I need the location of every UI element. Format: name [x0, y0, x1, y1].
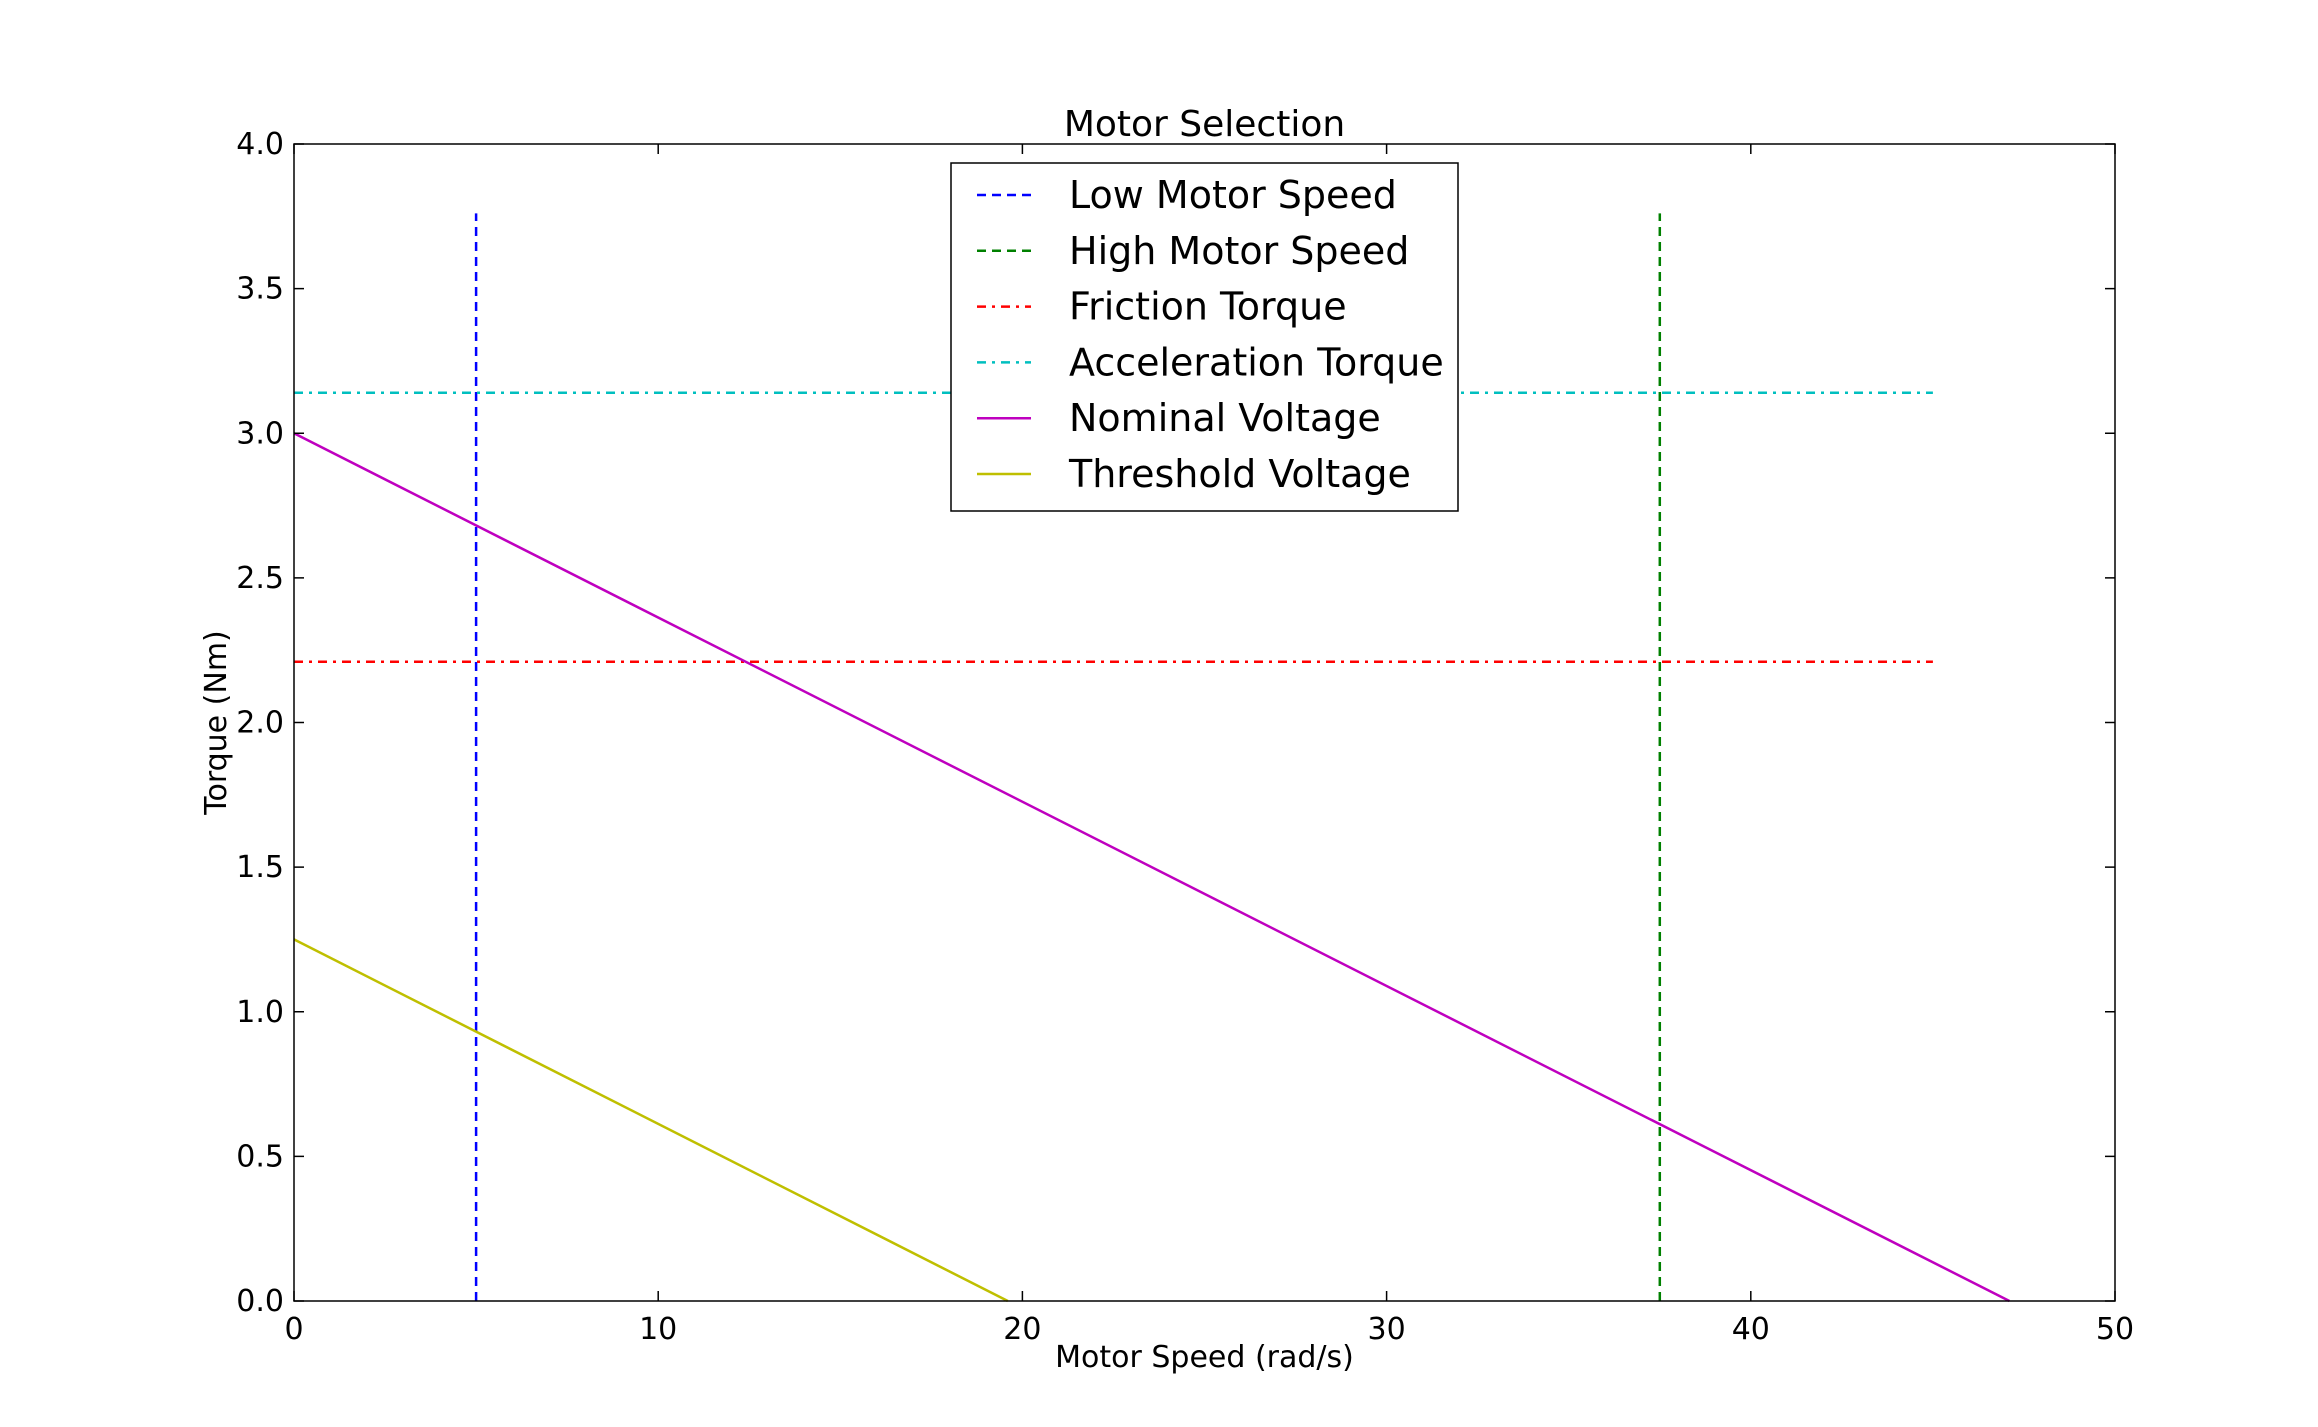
- legend-label: Low Motor Speed: [1069, 173, 1397, 217]
- y-tick-label: 3.0: [236, 416, 284, 451]
- x-tick-label: 0: [284, 1312, 303, 1347]
- series-line-5: [293, 938, 1009, 1303]
- x-tick-label: 10: [639, 1312, 677, 1347]
- x-tick-label: 50: [2096, 1312, 2134, 1347]
- y-tick-label: 1.5: [236, 850, 284, 885]
- series-line-4: [293, 432, 2010, 1303]
- legend-label: Nominal Voltage: [1069, 396, 1381, 440]
- legend-label: High Motor Speed: [1069, 229, 1409, 273]
- y-tick-label: 1.0: [236, 995, 284, 1030]
- x-tick-label: 20: [1003, 1312, 1041, 1347]
- legend-label: Threshold Voltage: [1068, 452, 1411, 496]
- y-tick-label: 2.0: [236, 706, 284, 741]
- y-tick-label: 4.0: [236, 127, 284, 162]
- legend-label: Acceleration Torque: [1069, 340, 1444, 384]
- legend-label: Friction Torque: [1069, 285, 1347, 329]
- chart-title: Motor Selection: [1064, 104, 1345, 145]
- y-tick-label: 2.5: [236, 561, 284, 596]
- x-tick-label: 30: [1368, 1312, 1406, 1347]
- y-axis-label: Torque (Nm): [199, 630, 234, 816]
- x-tick-label: 40: [1732, 1312, 1770, 1347]
- legend: Low Motor Speed High Motor Speed Friction …: [950, 162, 1459, 512]
- y-tick-label: 3.5: [236, 272, 284, 307]
- y-tick-label: 0.0: [236, 1284, 284, 1319]
- legend-box: [950, 162, 1459, 512]
- x-axis-label: Motor Speed (rad/s): [1055, 1340, 1354, 1375]
- y-tick-label: 0.5: [236, 1139, 284, 1174]
